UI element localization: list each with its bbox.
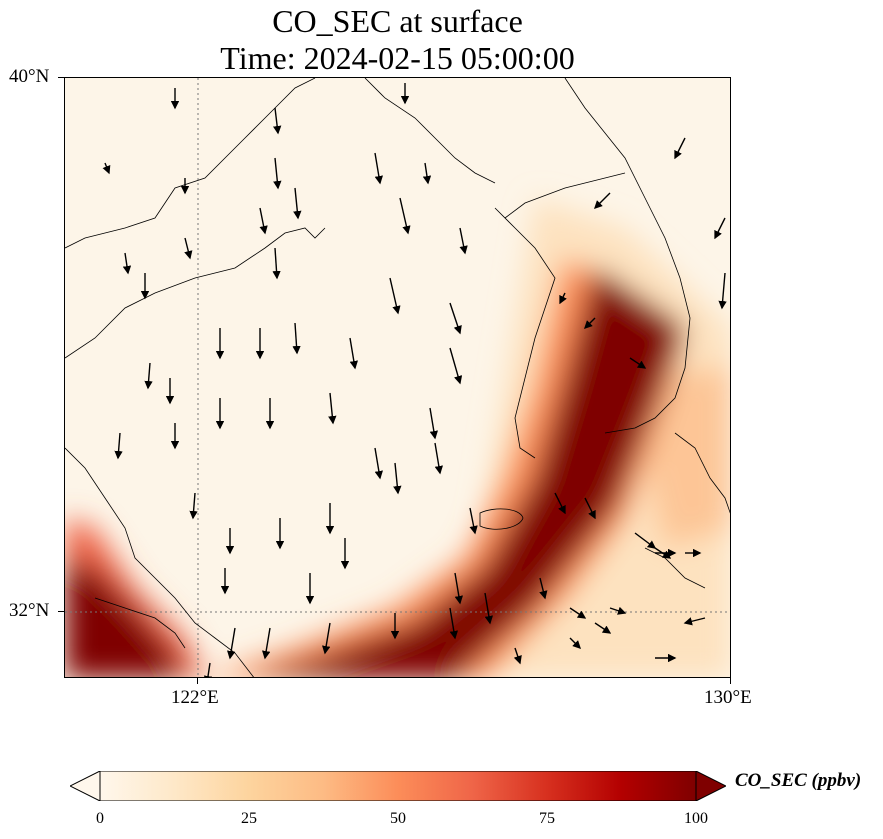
wind-arrow xyxy=(484,592,493,625)
wind-arrow xyxy=(559,292,567,305)
coastline-japan-kyushu xyxy=(674,432,730,514)
lat-label-40n: 40°N xyxy=(9,66,50,87)
wind-arrow xyxy=(262,627,271,660)
coastline-liaoning xyxy=(364,78,496,184)
wind-arrow xyxy=(203,662,213,677)
colorbar-tick-25: 25 xyxy=(241,810,257,827)
wind-arrow xyxy=(184,237,193,260)
wind-arrow xyxy=(554,492,566,515)
coastline-shandong xyxy=(65,227,326,359)
lon-tick-130 xyxy=(730,678,731,684)
colorbar-tick-100: 100 xyxy=(684,810,708,827)
lat-tick-40 xyxy=(58,77,64,78)
colorbar-tick-75: 75 xyxy=(539,810,555,827)
wind-arrow xyxy=(654,547,672,559)
coastline-yangtze xyxy=(94,597,186,649)
colorbar xyxy=(70,771,726,801)
wind-arrow xyxy=(273,157,282,190)
wind-arrow xyxy=(293,187,302,220)
map-title: CO_SEC at surface xyxy=(272,3,523,39)
wind-arrow xyxy=(469,507,478,535)
wind-arrow xyxy=(629,357,647,369)
wind-arrow xyxy=(674,137,686,160)
wind-arrow xyxy=(454,572,463,605)
wind-arrow xyxy=(393,462,402,495)
wind-arrow xyxy=(374,447,383,480)
wind-arrow xyxy=(594,622,612,634)
map-subtitle: Time: 2024-02-15 05:00:00 xyxy=(220,40,575,76)
wind-arrow xyxy=(389,277,401,315)
wind-arrow xyxy=(328,392,337,425)
wind-arrow xyxy=(449,302,462,335)
wind-arrow xyxy=(594,192,611,209)
lon-label-122e: 122°E xyxy=(171,687,219,708)
wind-arrow xyxy=(718,272,727,310)
wind-arrow xyxy=(449,607,458,640)
colorbar-tick-50: 50 xyxy=(390,810,406,827)
colorbar-gradient xyxy=(99,771,697,801)
colorbar-extend-low xyxy=(70,771,101,801)
colorbar-tick-0: 0 xyxy=(96,810,104,827)
wind-arrow xyxy=(429,407,438,440)
lat-tick-32 xyxy=(58,611,64,612)
coastline-china-north xyxy=(65,78,316,249)
plume-band-core xyxy=(251,268,685,677)
wind-arrow xyxy=(539,577,548,600)
wind-arrow xyxy=(399,197,411,235)
wind-arrow xyxy=(634,532,657,549)
coastline-korea-east xyxy=(564,78,691,434)
wind-arrow xyxy=(102,162,111,175)
coastline-yalu xyxy=(504,172,626,219)
wind-arrow xyxy=(227,627,236,660)
lat-label-32n: 32°N xyxy=(9,600,50,621)
wind-arrow xyxy=(272,247,281,280)
map-panel xyxy=(64,77,731,678)
wind-arrow xyxy=(683,617,706,626)
wind-arrow xyxy=(569,637,581,649)
plume-band-outer xyxy=(210,258,685,677)
wind-arrow xyxy=(584,497,596,520)
wind-arrow xyxy=(292,322,301,355)
wind-arrow xyxy=(449,347,463,385)
wind-arrow xyxy=(272,107,282,135)
wind-arrow xyxy=(189,492,198,520)
colorbar-label: CO_SEC (ppbv) xyxy=(735,770,862,791)
wind-arrow xyxy=(714,217,726,240)
wind-arrow xyxy=(422,162,432,185)
wind-vector-layer xyxy=(102,83,727,677)
wind-arrow xyxy=(114,432,123,460)
coastline-china-east xyxy=(65,447,254,677)
plume-southwest-core xyxy=(65,558,185,677)
wind-arrow xyxy=(122,252,132,275)
wind-arrow xyxy=(434,442,443,475)
concentration-field xyxy=(65,198,730,677)
wind-arrow xyxy=(609,606,627,615)
map-canvas xyxy=(65,78,730,677)
wind-arrow xyxy=(349,337,358,370)
wind-arrow xyxy=(374,152,383,185)
wind-arrow xyxy=(144,362,153,390)
coastline-jeju xyxy=(479,508,524,530)
colorbar-extend-high xyxy=(695,771,726,801)
wind-arrow xyxy=(569,607,587,619)
wind-arrow xyxy=(259,207,268,235)
wind-arrow xyxy=(584,317,596,329)
lon-label-130e: 130°E xyxy=(704,687,752,708)
wind-arrow xyxy=(513,647,522,665)
coastline-korea-west xyxy=(494,207,556,459)
wind-arrow xyxy=(322,622,331,655)
lon-tick-122 xyxy=(197,678,198,684)
wind-arrow xyxy=(459,227,468,255)
